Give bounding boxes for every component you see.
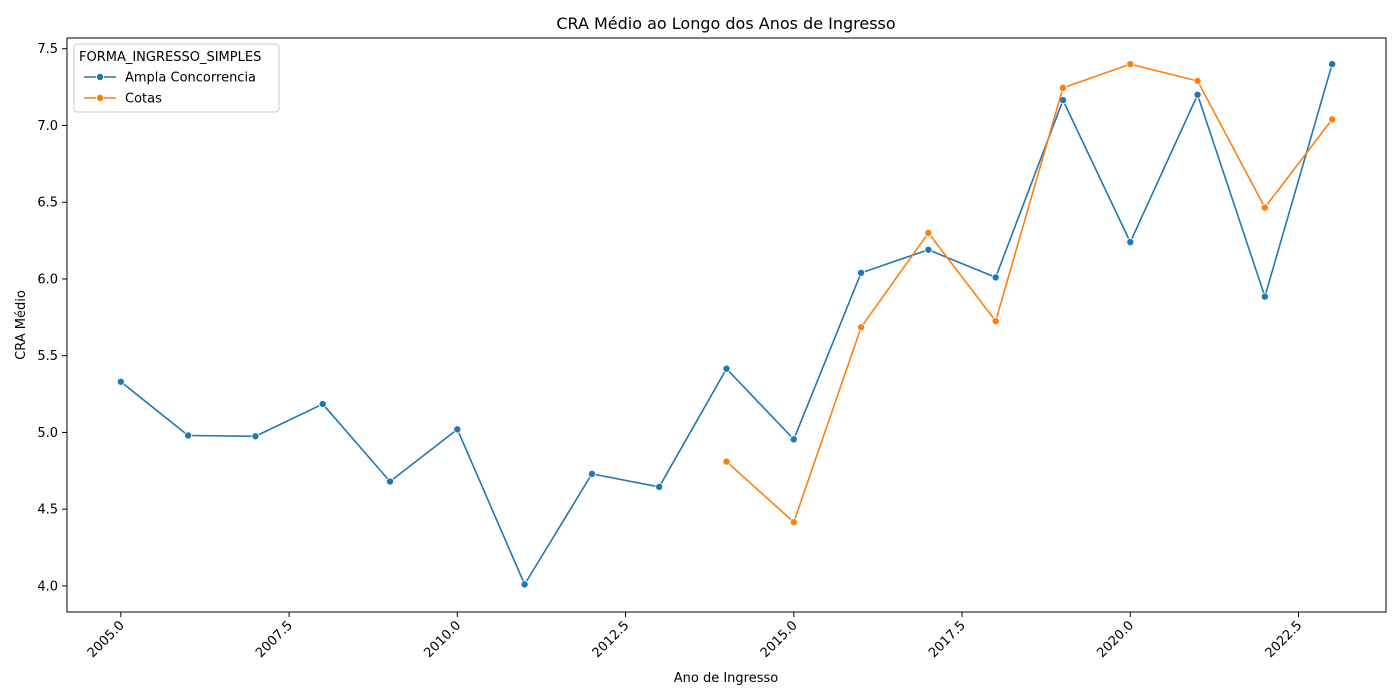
series-ampla-concorrencia <box>116 60 1337 589</box>
x-axis: 2005.0 2007.5 2010.0 2012.5 2015.0 2017.5 2020… <box>85 612 1305 661</box>
legend-item-ampla-concorrencia: Ampla Concorrencia <box>84 71 256 86</box>
data-point-cotas <box>789 518 798 527</box>
data-point-cotas <box>924 228 933 237</box>
data-point-ampla-concorrencia <box>1193 90 1202 99</box>
chart-title: CRA Médio ao Longo dos Anos de Ingresso <box>556 14 895 33</box>
y-tick-label: 7.5 <box>37 42 58 57</box>
legend-marker <box>96 94 105 103</box>
y-tick-label: 6.0 <box>37 272 58 287</box>
data-point-ampla-concorrencia <box>1126 238 1135 247</box>
data-point-ampla-concorrencia <box>453 425 462 434</box>
data-point-cotas <box>1328 115 1337 124</box>
legend: FORMA_INGRESSO_SIMPLES Ampla Concorrenci… <box>73 43 280 113</box>
data-point-ampla-concorrencia <box>184 431 193 440</box>
y-axis-label: CRA Médio <box>14 290 29 360</box>
data-point-cotas <box>1260 203 1269 212</box>
data-point-ampla-concorrencia <box>318 400 327 409</box>
x-tick-label: 2022.5 <box>1263 618 1306 661</box>
data-point-ampla-concorrencia <box>1328 60 1337 69</box>
data-point-cotas <box>857 323 866 332</box>
data-point-ampla-concorrencia <box>722 364 731 373</box>
x-tick-label: 2005.0 <box>85 618 128 661</box>
data-point-ampla-concorrencia <box>520 580 529 589</box>
series-layer <box>116 60 1337 589</box>
legend-marker <box>96 73 105 82</box>
plot-frame <box>66 37 1387 613</box>
y-tick-label: 4.0 <box>37 579 58 594</box>
legend-label: Ampla Concorrencia <box>125 71 256 86</box>
x-tick-label: 2007.5 <box>253 618 296 661</box>
series-line-cotas <box>725 63 1333 524</box>
y-tick-label: 5.0 <box>37 426 58 441</box>
data-point-cotas <box>1126 60 1135 69</box>
series-cotas <box>722 60 1337 527</box>
x-tick-label: 2020.0 <box>1094 618 1137 661</box>
y-tick-label: 7.0 <box>37 119 58 134</box>
data-point-cotas <box>1058 83 1067 92</box>
data-point-ampla-concorrencia <box>655 482 664 491</box>
legend-label: Cotas <box>125 92 162 107</box>
data-point-ampla-concorrencia <box>251 432 260 441</box>
x-tick-label: 2015.0 <box>758 618 801 661</box>
data-point-ampla-concorrencia <box>857 268 866 277</box>
legend-title: FORMA_INGRESSO_SIMPLES <box>79 50 261 65</box>
x-axis-label: Ano de Ingresso <box>674 671 779 686</box>
data-point-ampla-concorrencia <box>1260 292 1269 301</box>
data-point-cotas <box>991 317 1000 326</box>
legend-item-cotas: Cotas <box>84 92 162 107</box>
data-point-ampla-concorrencia <box>587 469 596 478</box>
y-axis: 4.0 4.5 5.0 5.5 6.0 6.5 7.0 7.5 <box>37 42 67 594</box>
y-tick-label: 5.5 <box>37 349 58 364</box>
data-point-ampla-concorrencia <box>116 377 125 386</box>
x-tick-label: 2010.0 <box>421 618 464 661</box>
x-tick-label: 2012.5 <box>590 618 633 661</box>
data-point-cotas <box>722 457 731 466</box>
legend-box <box>73 43 280 113</box>
data-point-cotas <box>1193 76 1202 85</box>
data-point-ampla-concorrencia <box>991 273 1000 282</box>
y-tick-label: 4.5 <box>37 503 58 518</box>
data-point-ampla-concorrencia <box>924 245 933 254</box>
y-tick-label: 6.5 <box>37 196 58 211</box>
series-line-ampla-concorrencia <box>120 63 1333 586</box>
x-tick-label: 2017.5 <box>926 618 969 661</box>
data-point-ampla-concorrencia <box>789 435 798 444</box>
data-point-ampla-concorrencia <box>386 477 395 486</box>
